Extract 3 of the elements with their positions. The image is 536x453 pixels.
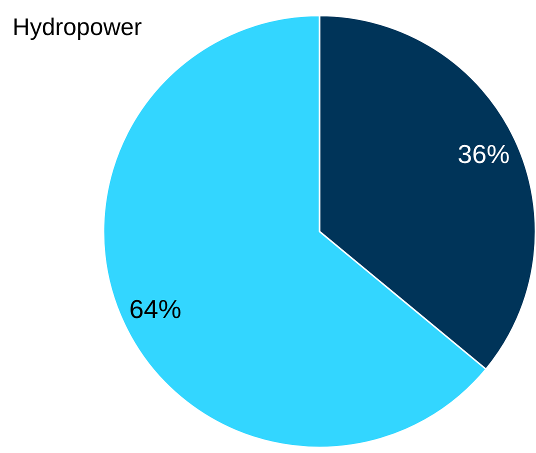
chart-title: Hydropower: [12, 14, 142, 41]
data-label: 36%: [458, 139, 510, 170]
data-label: 64%: [129, 294, 182, 324]
